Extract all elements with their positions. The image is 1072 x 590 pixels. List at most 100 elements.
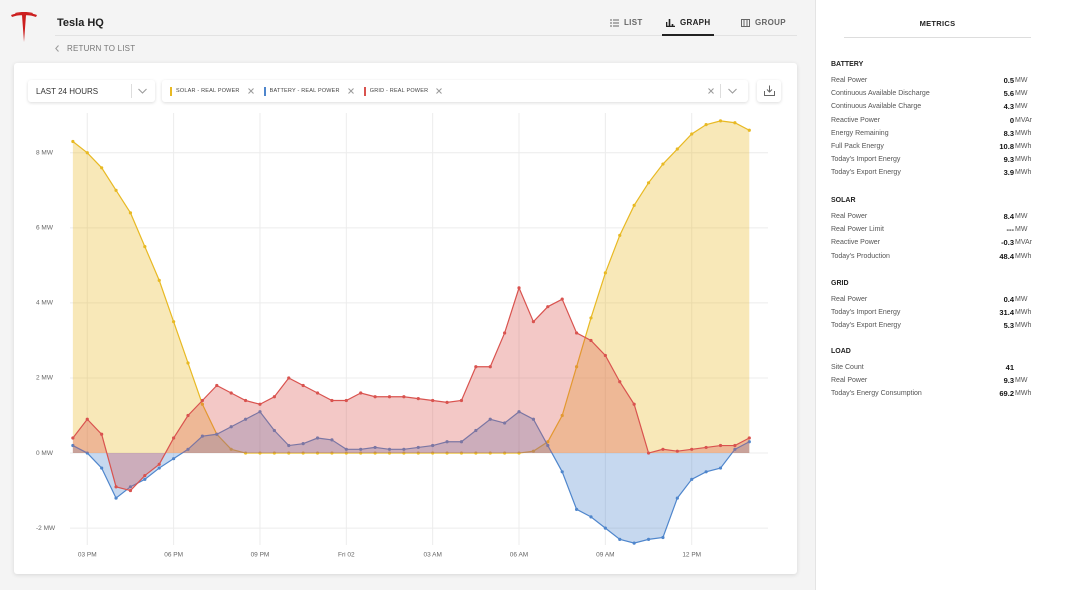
back-link[interactable]: RETURN TO LIST (55, 44, 135, 53)
metric-label: Energy Remaining (831, 129, 889, 137)
series-line (72, 120, 750, 454)
data-point (128, 488, 133, 493)
data-point (215, 383, 219, 388)
data-point (632, 203, 636, 207)
data-point (301, 442, 305, 446)
clear-icon[interactable] (708, 88, 714, 94)
data-point (172, 436, 176, 440)
tab[interactable]: GROUP (741, 18, 786, 27)
section-title: SOLAR (831, 197, 856, 204)
data-point (85, 151, 89, 155)
data-point (344, 451, 348, 455)
chart: -2 MW 0 MW 2 MW 4 MW 6 MW 8 MW 03 PM 06 PM 09 PM… (36, 113, 768, 559)
data-point (733, 443, 737, 448)
filter-label: LAST 24 HOURS (36, 87, 99, 96)
metric-row: Continuous Available Discharge 5.6 MW (831, 89, 1041, 102)
data-point (704, 123, 708, 127)
data-point (85, 417, 89, 421)
data-point (704, 445, 708, 450)
metric-value: 9.3 (1003, 376, 1014, 386)
remove-icon[interactable] (436, 88, 443, 94)
data-point (488, 451, 492, 455)
metrics-panel: METRICS BATTERY Real Power 0.5 MW Continuous… (815, 0, 1072, 590)
data-point (661, 162, 665, 166)
data-point (272, 428, 276, 433)
metric-unit: MW (1015, 213, 1028, 220)
metric-label: Continuous Available Discharge (831, 90, 930, 98)
tab[interactable]: LIST (610, 18, 643, 27)
data-point (100, 432, 104, 436)
data-point (301, 451, 305, 455)
data-point (503, 451, 507, 455)
data-point (243, 417, 248, 421)
divider (720, 84, 721, 98)
download-button[interactable] (757, 80, 781, 102)
data-point (114, 188, 118, 192)
tab-label: GROUP (755, 18, 786, 27)
time-filter[interactable]: LAST 24 HOURS (28, 80, 155, 102)
legend-swatch (170, 86, 172, 96)
data-point (589, 316, 593, 320)
data-point (301, 383, 305, 388)
area-fill (72, 120, 750, 454)
tesla-logo[interactable] (10, 12, 38, 44)
data-point (690, 132, 694, 136)
legend-chip[interactable]: BATTERY - REAL POWER (263, 86, 354, 96)
back-label: RETURN TO LIST (67, 44, 136, 53)
data-point (272, 395, 276, 399)
data-point (287, 376, 291, 380)
remove-icon[interactable] (347, 88, 354, 94)
metric-row: Site Count 41 (831, 363, 1041, 376)
metric-label: Site Count (831, 364, 864, 371)
remove-icon[interactable] (247, 88, 254, 94)
data-point (387, 447, 392, 451)
data-point (618, 233, 622, 237)
data-point (646, 181, 651, 185)
data-point (445, 440, 449, 444)
data-point (574, 331, 579, 335)
data-point (675, 449, 679, 453)
x-tick-label: 09 AM (596, 552, 614, 559)
data-point (373, 445, 377, 450)
metric-label: Today's Export Energy (831, 169, 901, 177)
y-tick-label: 6 MW (36, 225, 54, 232)
series-selector[interactable]: SOLAR - REAL POWER BATTERY - REAL POWER GR… (162, 80, 748, 102)
chevron (138, 88, 147, 94)
data-point (330, 438, 334, 442)
data-point (200, 398, 205, 403)
y-tick-label: 8 MW (36, 149, 54, 156)
metric-value: 31.4 (999, 308, 1014, 318)
tab[interactable]: GRAPH (666, 18, 710, 27)
data-point (143, 473, 147, 478)
metric-label: Real Power (831, 77, 868, 84)
data-point (229, 447, 233, 451)
legend-chip[interactable]: SOLAR - REAL POWER (170, 86, 254, 96)
data-point (747, 436, 751, 440)
metric-label: Today's Import Energy (831, 156, 901, 164)
data-point (675, 496, 679, 500)
data-point (531, 449, 536, 453)
legend-chip[interactable]: GRID - REAL POWER (363, 86, 443, 96)
data-point (85, 451, 89, 455)
data-point (402, 395, 406, 399)
metric-value: -0.3 (1001, 238, 1014, 248)
data-point (114, 485, 118, 489)
list-icon (610, 19, 619, 26)
data-point (459, 398, 464, 403)
data-point (402, 451, 406, 455)
metric-value: 8.3 (1003, 128, 1014, 138)
metric-row: Real Power 0.4 MW (831, 295, 1041, 308)
data-point (646, 451, 651, 455)
data-point (287, 451, 291, 455)
data-point (71, 139, 75, 144)
back-icon (55, 45, 59, 52)
data-point (157, 466, 161, 470)
x-tick-label: 06 AM (510, 552, 528, 559)
data-point (143, 477, 147, 481)
data-point (416, 451, 420, 455)
section-title: LOAD (831, 348, 851, 355)
y-tick-label: -2 MW (36, 525, 56, 532)
data-point (229, 391, 233, 395)
x-tick-label: 09 PM (251, 552, 270, 559)
metric-unit: MW (1015, 103, 1028, 111)
